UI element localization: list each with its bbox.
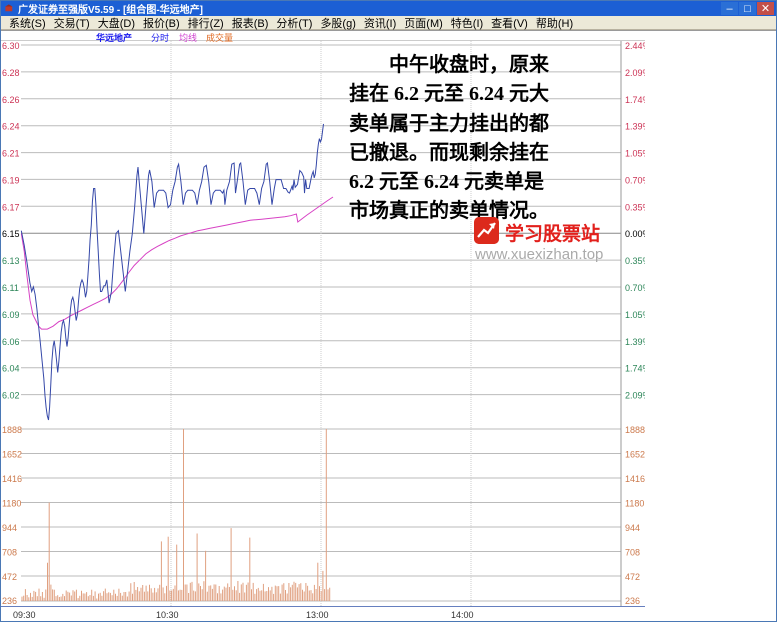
svg-text:1.05%: 1.05% <box>625 310 645 320</box>
svg-text:1416: 1416 <box>625 474 645 484</box>
svg-text:6.02: 6.02 <box>2 391 20 401</box>
svg-text:0.70%: 0.70% <box>625 283 645 293</box>
svg-text:1652: 1652 <box>625 450 645 460</box>
svg-text:6.17: 6.17 <box>2 202 20 212</box>
svg-text:472: 472 <box>625 572 640 582</box>
svg-text:1888: 1888 <box>2 425 22 435</box>
svg-text:6.28: 6.28 <box>2 68 20 78</box>
svg-text:6.09: 6.09 <box>2 310 20 320</box>
svg-text:6.26: 6.26 <box>2 95 20 105</box>
svg-text:1180: 1180 <box>2 499 21 509</box>
svg-text:6.30: 6.30 <box>2 41 20 51</box>
svg-text:1.74%: 1.74% <box>625 364 645 374</box>
svg-text:944: 944 <box>625 523 640 533</box>
svg-text:1.39%: 1.39% <box>625 337 645 347</box>
svg-text:14:00: 14:00 <box>451 610 474 620</box>
svg-text:6.19: 6.19 <box>2 175 20 185</box>
svg-text:236: 236 <box>2 596 17 606</box>
svg-text:13:00: 13:00 <box>306 610 329 620</box>
svg-text:944: 944 <box>2 523 17 533</box>
svg-text:6.06: 6.06 <box>2 337 20 347</box>
svg-text:708: 708 <box>625 548 640 558</box>
svg-text:6.15: 6.15 <box>2 229 20 239</box>
svg-text:1652: 1652 <box>2 450 22 460</box>
svg-text:6.11: 6.11 <box>2 283 19 293</box>
svg-text:1416: 1416 <box>2 474 22 484</box>
svg-text:6.21: 6.21 <box>2 149 20 159</box>
svg-text:6.24: 6.24 <box>2 122 20 132</box>
svg-text:708: 708 <box>2 548 17 558</box>
svg-text:472: 472 <box>2 572 17 582</box>
svg-text:2.44%: 2.44% <box>625 41 645 51</box>
svg-text:2.09%: 2.09% <box>625 391 645 401</box>
svg-text:10:30: 10:30 <box>156 610 179 620</box>
svg-text:236: 236 <box>625 596 640 606</box>
svg-text:09:30: 09:30 <box>13 610 36 620</box>
svg-text:1180: 1180 <box>625 499 644 509</box>
svg-text:6.13: 6.13 <box>2 256 20 266</box>
svg-text:6.04: 6.04 <box>2 364 20 374</box>
svg-text:1888: 1888 <box>625 425 645 435</box>
